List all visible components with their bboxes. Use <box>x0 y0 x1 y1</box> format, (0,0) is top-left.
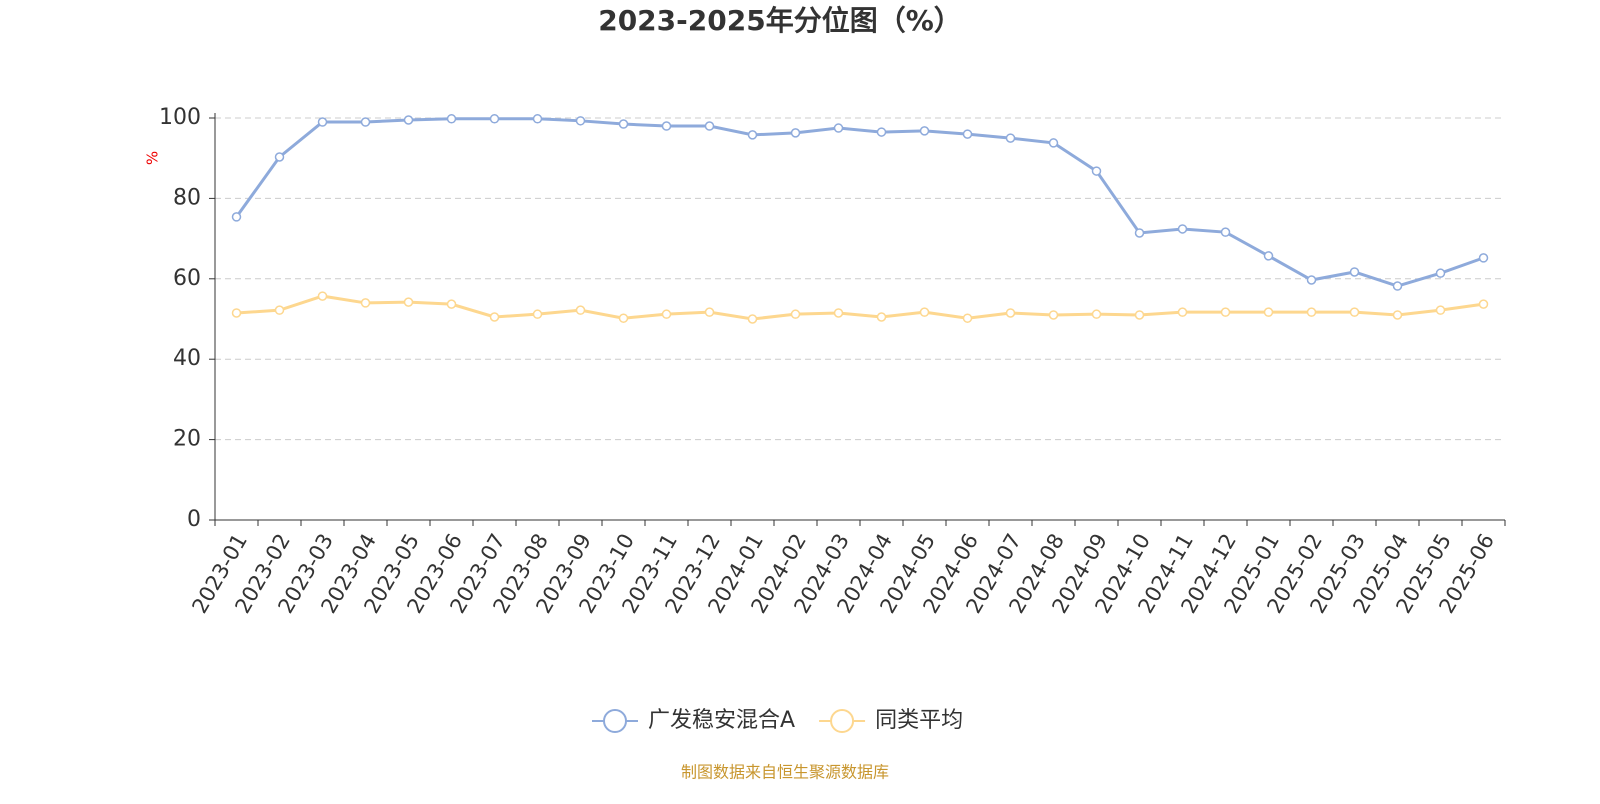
data-point <box>962 129 973 139</box>
data-point <box>962 313 973 323</box>
series-line <box>236 294 1484 321</box>
data-point <box>790 128 801 138</box>
legend-label: 同类平均 <box>875 708 963 733</box>
source-note: 制图数据来自恒生聚源数据库 <box>681 763 889 782</box>
data-point <box>1392 281 1403 291</box>
data-point <box>747 314 758 324</box>
data-point <box>489 114 500 124</box>
data-point <box>1005 133 1016 143</box>
y-tick-label: 20 <box>173 427 201 452</box>
data-point <box>1091 309 1102 319</box>
data-point <box>1263 251 1274 261</box>
data-point <box>833 308 844 318</box>
data-point <box>1220 307 1231 317</box>
data-point <box>1005 308 1016 318</box>
data-point <box>1177 224 1188 234</box>
data-point <box>575 116 586 126</box>
data-point <box>661 121 672 131</box>
data-point <box>704 121 715 131</box>
y-axis-label: % <box>144 151 162 165</box>
data-point <box>618 313 629 323</box>
data-point <box>532 309 543 319</box>
data-point <box>274 152 285 162</box>
data-point <box>489 312 500 322</box>
data-point <box>1134 228 1145 238</box>
data-point <box>360 117 371 127</box>
y-tick-label: 80 <box>173 185 201 210</box>
data-point <box>360 298 371 308</box>
data-point <box>1306 275 1317 285</box>
data-point <box>876 127 887 137</box>
data-point <box>1392 310 1403 320</box>
data-point <box>1349 307 1360 317</box>
legend-label: 广发稳安混合A <box>648 708 795 733</box>
series-line <box>235 117 1485 288</box>
data-point <box>1091 166 1102 176</box>
data-point <box>1435 268 1446 278</box>
legend-marker <box>830 709 855 733</box>
data-point <box>231 308 242 318</box>
y-tick-label: 40 <box>173 346 201 371</box>
data-point <box>317 291 328 301</box>
y-tick-label: 100 <box>159 105 201 130</box>
data-point <box>704 307 715 317</box>
data-point <box>1478 253 1489 263</box>
y-tick-label: 60 <box>173 266 201 291</box>
data-point <box>1134 310 1145 320</box>
data-point <box>1478 299 1489 309</box>
data-point <box>1349 267 1360 277</box>
data-point <box>1048 138 1059 148</box>
data-point <box>274 305 285 315</box>
data-point <box>1048 310 1059 320</box>
data-point <box>231 212 242 222</box>
chart-title: 2023-2025年分位图（%） <box>598 4 962 37</box>
data-point <box>833 123 844 133</box>
data-point <box>1177 307 1188 317</box>
data-point <box>747 130 758 140</box>
data-point <box>317 117 328 127</box>
legend-marker <box>603 709 627 733</box>
data-point <box>403 115 414 125</box>
data-point <box>403 297 414 307</box>
data-point <box>618 119 629 129</box>
data-point <box>1435 305 1446 315</box>
data-point <box>446 114 457 124</box>
data-point <box>661 309 672 319</box>
data-point <box>919 307 930 317</box>
data-point <box>790 309 801 319</box>
y-tick-label: 0 <box>187 507 201 532</box>
data-point <box>1306 307 1317 317</box>
data-point <box>919 126 930 136</box>
data-point <box>1220 227 1231 237</box>
data-point <box>1263 307 1274 317</box>
data-point <box>876 312 887 322</box>
data-point <box>532 114 543 124</box>
data-point <box>446 299 457 309</box>
data-point <box>575 305 586 315</box>
